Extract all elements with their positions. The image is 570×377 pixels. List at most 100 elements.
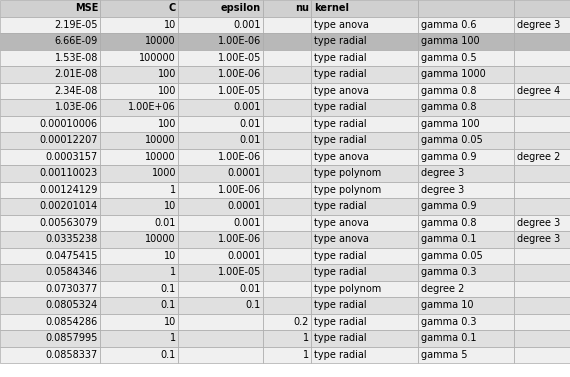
Text: 1.53E-08: 1.53E-08 [55,53,98,63]
Bar [311,198,418,215]
Bar [514,83,570,99]
Bar [0,33,100,49]
Bar [311,231,418,247]
Bar [311,115,418,132]
Text: 10: 10 [164,20,176,30]
Bar [311,215,418,231]
Text: 0.0001: 0.0001 [227,201,261,211]
Bar [514,247,570,264]
Bar [100,49,178,66]
Text: 0.0001: 0.0001 [227,251,261,261]
Text: 0.01: 0.01 [239,119,261,129]
Text: degree 3: degree 3 [517,234,560,244]
Bar [100,346,178,363]
Bar [311,49,418,66]
Bar [514,280,570,297]
Text: type radial: type radial [314,119,367,129]
Text: 1.00E-05: 1.00E-05 [218,86,261,96]
Text: 1: 1 [303,350,309,360]
Text: type radial: type radial [314,36,367,46]
Bar [514,181,570,198]
Text: type radial: type radial [314,102,367,112]
Bar [263,346,311,363]
Bar [0,215,100,231]
Text: 1.00E-06: 1.00E-06 [218,234,261,244]
Text: 0.01: 0.01 [154,218,176,228]
Bar [0,280,100,297]
Text: type polynom: type polynom [314,185,381,195]
Bar [311,33,418,49]
Bar [311,314,418,330]
Text: 100: 100 [158,69,176,79]
Text: kernel: kernel [314,3,349,13]
Bar [263,198,311,215]
Bar [514,115,570,132]
Text: type anova: type anova [314,86,369,96]
Text: gamma 0.5: gamma 0.5 [421,53,477,63]
Text: 0.0858337: 0.0858337 [46,350,98,360]
Bar [263,330,311,346]
Bar [418,99,514,115]
Bar [418,264,514,280]
Bar [263,17,311,33]
Bar [178,132,263,149]
Bar [100,247,178,264]
Text: gamma 0.9: gamma 0.9 [421,201,477,211]
Bar [263,149,311,165]
Bar [418,231,514,247]
Text: 10: 10 [164,317,176,327]
Bar [100,115,178,132]
Bar [418,330,514,346]
Bar [0,17,100,33]
Text: 0.0584346: 0.0584346 [46,267,98,277]
Bar [514,314,570,330]
Bar [178,247,263,264]
Text: 0.0335238: 0.0335238 [46,234,98,244]
Bar [100,83,178,99]
Bar [311,149,418,165]
Text: degree 3: degree 3 [517,218,560,228]
Bar [311,181,418,198]
Text: gamma 0.3: gamma 0.3 [421,267,477,277]
Text: 1.00E-05: 1.00E-05 [218,53,261,63]
Bar [0,115,100,132]
Bar [263,181,311,198]
Bar [263,297,311,314]
Text: 1: 1 [303,333,309,343]
Text: 0.0475415: 0.0475415 [46,251,98,261]
Text: gamma 0.6: gamma 0.6 [421,20,477,30]
Bar [0,231,100,247]
Bar [514,165,570,181]
Text: 10000: 10000 [145,152,176,162]
Text: degree 3: degree 3 [421,185,464,195]
Bar [100,17,178,33]
Text: 10000: 10000 [145,234,176,244]
Text: type radial: type radial [314,135,367,145]
Text: 0.2: 0.2 [294,317,309,327]
Text: 1: 1 [170,185,176,195]
Text: 0.0854286: 0.0854286 [46,317,98,327]
Bar [311,297,418,314]
Text: 0.1: 0.1 [246,300,261,310]
Text: gamma 100: gamma 100 [421,119,479,129]
Bar [100,231,178,247]
Text: 100: 100 [158,119,176,129]
Bar [263,280,311,297]
Text: 10000: 10000 [145,135,176,145]
Text: 100000: 100000 [139,53,176,63]
Text: type anova: type anova [314,152,369,162]
Bar [0,165,100,181]
Bar [418,215,514,231]
Text: 0.00563079: 0.00563079 [40,218,98,228]
Bar [311,132,418,149]
Bar [418,280,514,297]
Bar [263,49,311,66]
Text: 0.1: 0.1 [161,284,176,294]
Text: 1.00E-06: 1.00E-06 [218,185,261,195]
Text: epsilon: epsilon [221,3,261,13]
Bar [263,247,311,264]
Bar [100,330,178,346]
Bar [100,149,178,165]
Bar [311,99,418,115]
Bar [0,330,100,346]
